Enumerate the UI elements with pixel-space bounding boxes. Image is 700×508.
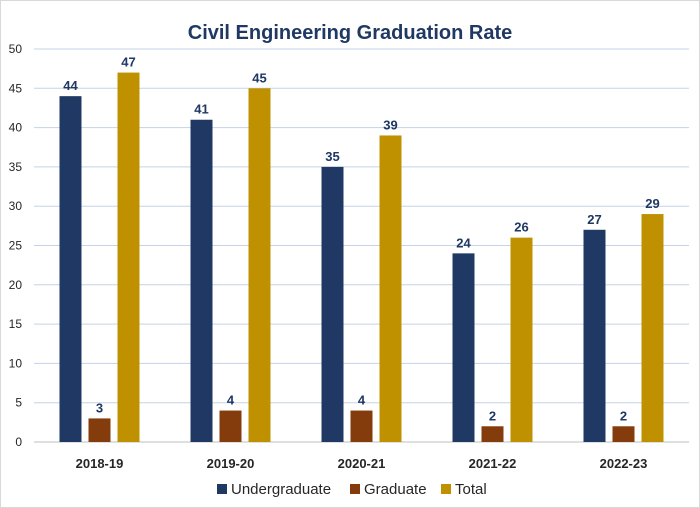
- bar-undergraduate-2019-20: [190, 119, 213, 443]
- legend-label-total: Total: [455, 481, 487, 498]
- bar-undergraduate-2018-19: [59, 96, 82, 442]
- legend-swatch-undergraduate: [217, 484, 227, 494]
- y-tick-label: 5: [15, 396, 22, 410]
- bar-graduate-2019-20: [219, 410, 242, 442]
- legend-swatch-graduate: [350, 484, 360, 494]
- y-tick-label: 50: [9, 42, 23, 56]
- y-tick-label: 0: [15, 435, 22, 449]
- y-tick-label: 25: [9, 239, 23, 253]
- y-tick-label: 15: [9, 317, 23, 331]
- data-label: 45: [252, 70, 266, 85]
- bar-graduate-2018-19: [88, 418, 111, 442]
- data-label: 35: [325, 149, 339, 164]
- x-tick-label: 2021-22: [469, 456, 517, 471]
- data-label: 29: [645, 196, 659, 211]
- bar-graduate-2021-22: [481, 426, 504, 442]
- y-tick-label: 35: [9, 160, 23, 174]
- data-label: 39: [383, 117, 397, 132]
- x-tick-label: 2018-19: [76, 456, 124, 471]
- bar-graduate-2020-21: [350, 410, 373, 442]
- data-label: 2: [489, 408, 496, 423]
- y-tick-label: 30: [9, 199, 23, 213]
- x-tick-label: 2020-21: [338, 456, 386, 471]
- x-tick-label: 2019-20: [207, 456, 255, 471]
- data-label: 24: [456, 235, 471, 250]
- bar-total-2020-21: [379, 135, 402, 442]
- data-label: 44: [63, 78, 78, 93]
- bar-total-2018-19: [117, 72, 140, 442]
- y-tick-label: 45: [9, 81, 23, 95]
- data-label: 4: [227, 393, 235, 408]
- legend-swatch-total: [441, 484, 451, 494]
- data-label: 26: [514, 220, 528, 235]
- bar-total-2019-20: [248, 88, 271, 443]
- data-label: 3: [96, 400, 103, 415]
- data-label: 4: [358, 393, 366, 408]
- bar-total-2022-23: [641, 214, 664, 442]
- legend-label-undergraduate: Undergraduate: [231, 481, 331, 498]
- y-tick-label: 20: [9, 278, 23, 292]
- data-label: 47: [121, 55, 135, 70]
- data-label: 41: [194, 102, 208, 117]
- chart-title: Civil Engineering Graduation Rate: [188, 22, 513, 44]
- x-tick-label: 2022-23: [600, 456, 648, 471]
- y-tick-label: 40: [9, 121, 23, 135]
- bar-total-2021-22: [510, 237, 533, 442]
- legend-label-graduate: Graduate: [364, 481, 427, 498]
- bar-undergraduate-2022-23: [583, 229, 606, 442]
- y-tick-label: 10: [9, 356, 23, 370]
- bar-undergraduate-2020-21: [321, 166, 344, 442]
- bar-graduate-2022-23: [612, 426, 635, 442]
- bar-undergraduate-2021-22: [452, 253, 475, 442]
- data-label: 27: [587, 212, 601, 227]
- data-label: 2: [620, 408, 627, 423]
